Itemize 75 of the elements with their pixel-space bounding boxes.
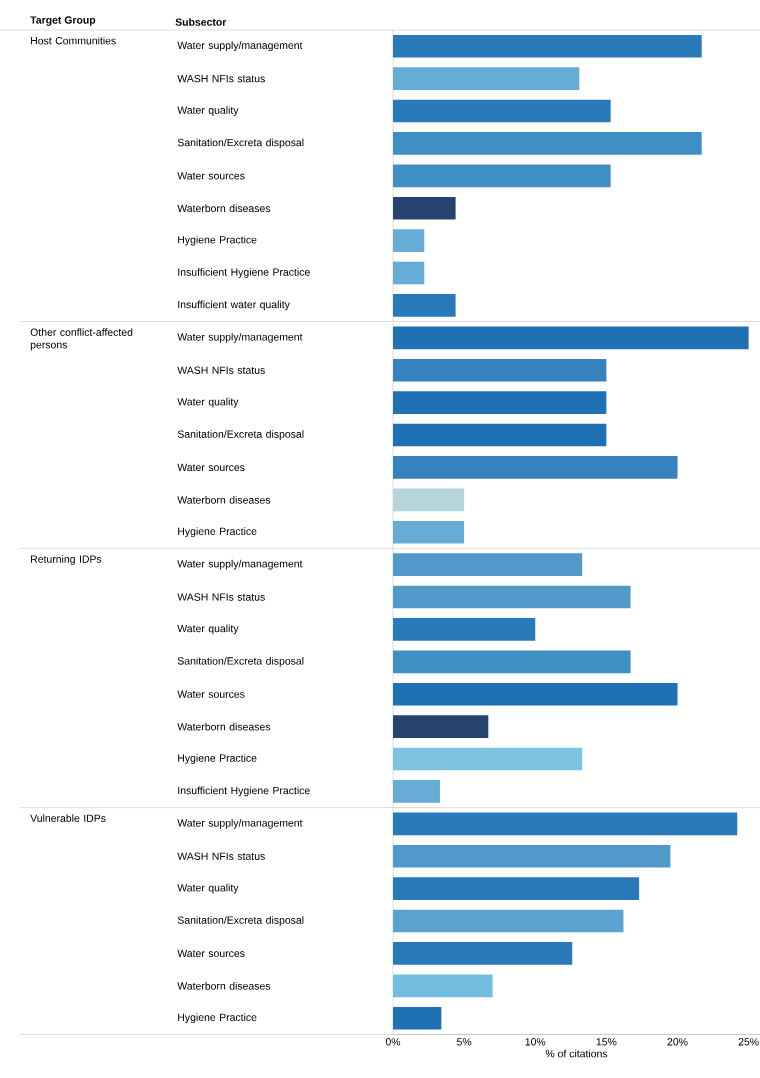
y-tick-label: Insufficient Hygiene Practice <box>178 786 310 797</box>
y-tick-label: Water sources <box>177 690 245 698</box>
y-tick-label: Water supply/management <box>177 41 303 52</box>
x-tick-label: 15% <box>596 1038 617 1046</box>
y-tick-label: WASH NFIs status <box>177 852 265 860</box>
y-tick-label: Water supply/management <box>177 332 303 343</box>
y-tick-label: Sanitation/Excreta disposal <box>177 656 304 667</box>
y-tick-label: Water supply/management <box>177 559 303 570</box>
y-tick-label: Insufficient water quality <box>178 300 290 311</box>
bar <box>393 780 440 803</box>
y-tick-label: Waterborn diseases <box>177 722 271 731</box>
x-tick-label: 10% <box>525 1038 546 1046</box>
y-tick-label: Water sources <box>177 172 245 180</box>
bar <box>393 877 640 900</box>
x-tick-label: 25% <box>738 1038 759 1046</box>
x-tick-label: 20% <box>667 1038 688 1046</box>
y-tick-label: WASH NFIs status <box>177 593 265 601</box>
bar <box>393 132 702 155</box>
x-tick-label: 0% <box>385 1038 401 1046</box>
y-tick-label: Water quality <box>177 397 239 408</box>
y-tick-label: Insufficient Hygiene Practice <box>178 268 310 278</box>
bar <box>393 326 749 350</box>
bar <box>393 844 671 868</box>
bar <box>393 456 678 479</box>
x-axis-title: % of citations <box>545 1049 608 1058</box>
bar <box>393 618 536 641</box>
bar <box>393 747 583 771</box>
bar <box>393 715 489 738</box>
y-tick-label: Sanitation/Excreta disposal <box>177 138 304 149</box>
y-tick-label: Water supply/management <box>177 818 303 829</box>
bar <box>393 520 465 544</box>
y-tick-label: Waterborn diseases <box>177 204 271 213</box>
bar <box>393 196 456 220</box>
text: Target Group <box>30 16 96 26</box>
y-tick-label: Sanitation/Excreta disposal <box>177 430 304 440</box>
text: Host Communities <box>31 36 116 45</box>
bar <box>393 423 607 447</box>
y-tick-label: Water quality <box>177 106 239 116</box>
bar <box>393 294 456 317</box>
text: Vulnerable IDPs <box>30 814 106 822</box>
bar <box>393 358 607 382</box>
y-tick-label: Water sources <box>177 949 245 958</box>
y-tick-label: Sanitation/Excreta disposal <box>177 916 304 926</box>
y-tick-label: Hygiene Practice <box>178 527 257 538</box>
bar <box>393 909 624 933</box>
y-tick-label: Hygiene Practice <box>178 1013 257 1024</box>
bar <box>393 585 631 609</box>
x-tick-label: 5% <box>456 1038 472 1046</box>
bar <box>393 229 425 252</box>
bar <box>393 1006 442 1030</box>
y-tick-label: Hygiene Practice <box>178 235 257 246</box>
bar <box>393 942 573 965</box>
bar <box>393 99 611 123</box>
bar <box>393 974 493 998</box>
bar <box>393 553 583 576</box>
text: Returning IDPs <box>31 555 102 565</box>
bar <box>393 67 580 90</box>
y-tick-label: Water sources <box>177 463 245 472</box>
y-tick-label: Waterborn diseases <box>177 495 271 504</box>
y-tick-label: WASH NFIs status <box>177 74 265 83</box>
text: Subsector <box>175 18 227 26</box>
y-tick-label: Water quality <box>177 624 239 635</box>
bar <box>393 812 738 836</box>
bar <box>393 261 425 285</box>
y-tick-label: WASH NFIs status <box>177 366 265 374</box>
y-tick-label: Hygiene Practice <box>178 754 257 764</box>
bar <box>393 391 607 414</box>
bar <box>393 682 678 706</box>
y-tick-label: Water quality <box>177 883 239 894</box>
bar <box>393 650 631 674</box>
bar <box>393 164 611 188</box>
bar <box>393 34 702 58</box>
text: Other conflict-affected persons <box>30 328 133 351</box>
y-tick-label: Waterborn diseases <box>177 981 271 990</box>
bar <box>393 488 465 512</box>
